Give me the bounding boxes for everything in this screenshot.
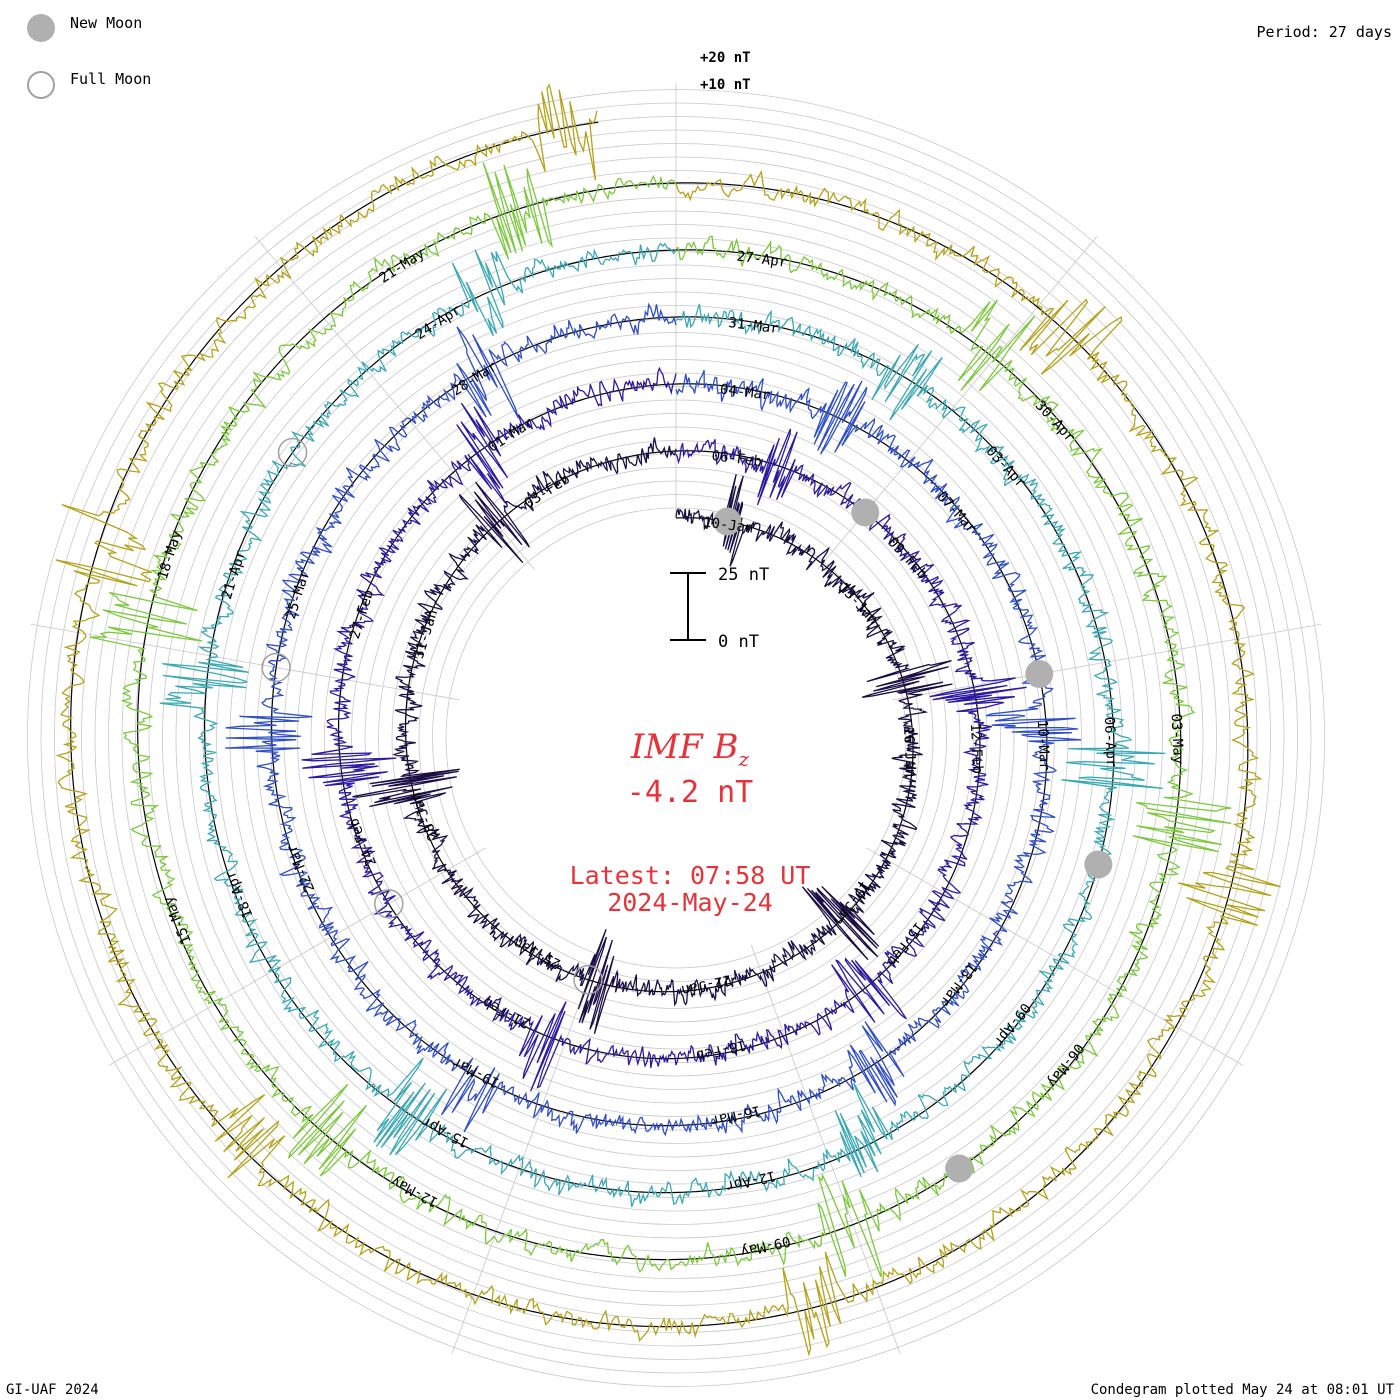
full-moon-label: Full Moon <box>70 70 152 88</box>
date-label: 21-Feb <box>480 994 532 1031</box>
day-spoke <box>451 944 602 1354</box>
bz-trace-cycle-1 <box>352 437 953 1034</box>
quantity-title: IMF Bz <box>500 727 880 771</box>
date-label: 06-Apr <box>1101 716 1119 767</box>
footer-plotted: Condegram plotted May 24 at 08:01 UT <box>1090 1382 1394 1398</box>
current-value: -4.2 nT <box>626 775 754 810</box>
moon-markers <box>261 437 1113 1183</box>
date-label: 30-Apr <box>1032 398 1078 446</box>
quantity-name: IMF B <box>630 727 739 767</box>
date-label: 28-Jan <box>408 790 442 843</box>
day-spoke <box>108 847 486 1066</box>
zero-line-cycle-2 <box>338 383 981 1060</box>
new-moon-marker <box>1025 659 1054 688</box>
date-label: 16-Mar <box>709 1102 762 1129</box>
bz-traces <box>55 83 1281 1357</box>
new-moon-marker <box>851 498 880 527</box>
date-label: 24-Feb <box>346 816 380 869</box>
zero-line-cycle-5 <box>137 182 1182 1261</box>
quantity-subscript: z <box>738 746 750 771</box>
scale-bottom-label: 0 nT <box>718 632 759 652</box>
date-label: 12-May <box>389 1173 441 1210</box>
day-spoke <box>892 623 1322 701</box>
date-label: 31-Mar <box>727 315 779 337</box>
period-label: Period: 27 days <box>1256 23 1392 41</box>
bz-trace-cycle-6 <box>55 83 1281 1357</box>
full-moon-marker <box>374 889 404 919</box>
scale-top-label: 25 nT <box>718 565 769 585</box>
latest-time: Latest: 07:58 UT <box>569 861 811 890</box>
new-moon-icon <box>27 14 55 42</box>
date-label: 03-May <box>1168 713 1186 764</box>
new-moon-label: New Moon <box>70 14 143 32</box>
date-label: 16-Jan <box>900 726 918 777</box>
new-moon-marker <box>713 507 742 536</box>
date-label: 25-Mar <box>283 568 313 621</box>
date-label: 25-Jan <box>511 934 563 971</box>
bz-trace-cycle-2 <box>301 366 1027 1092</box>
scale-bar: 25 nT 0 nT <box>670 565 769 652</box>
ring-label-plus20: +20 nT <box>700 50 751 66</box>
new-moon-marker <box>945 1154 974 1183</box>
bz-trace-cycle-5 <box>89 162 1232 1278</box>
date-label: 04-Mar <box>719 381 771 403</box>
date-label: 07-Mar <box>933 489 979 537</box>
date-label: 12-Feb <box>967 723 985 774</box>
zero-line-cycle-6 <box>70 121 1249 1328</box>
date-label: 22-Mar <box>284 842 318 895</box>
day-spokes <box>30 83 1322 1354</box>
date-label: 18-May <box>155 528 185 581</box>
full-moon-marker <box>573 964 603 995</box>
zero-line-cycle-4 <box>204 249 1115 1194</box>
date-label: 21-May <box>376 246 427 287</box>
latest-date: 2024-May-24 <box>607 888 773 917</box>
date-label: 27-Apr <box>736 249 788 271</box>
zero-line-cycle-3 <box>271 316 1048 1127</box>
date-label: 09-May <box>739 1232 792 1259</box>
day-spoke <box>750 944 901 1354</box>
zero-line-cycle-1 <box>404 450 914 993</box>
date-label: 09-Feb <box>884 534 930 582</box>
full-moon-marker <box>261 652 291 683</box>
full-moon-marker <box>277 437 308 468</box>
date-label: 10-Mar <box>1034 720 1052 771</box>
footer-credit: GI-UAF 2024 <box>6 1382 99 1398</box>
full-moon-icon <box>27 71 55 99</box>
date-label: 13-Jan <box>835 580 881 628</box>
bz-trace-cycle-3 <box>225 302 1082 1137</box>
date-label: 27-Feb <box>347 588 377 641</box>
ring-label-plus10: +10 nT <box>700 77 751 93</box>
day-spoke <box>30 623 460 701</box>
day-spoke <box>866 847 1244 1066</box>
new-moon-marker <box>1084 850 1113 879</box>
bz-trace-cycle-4 <box>159 242 1166 1208</box>
date-label: 10-Jan <box>702 514 754 536</box>
date-label: 06-Feb <box>711 448 763 470</box>
